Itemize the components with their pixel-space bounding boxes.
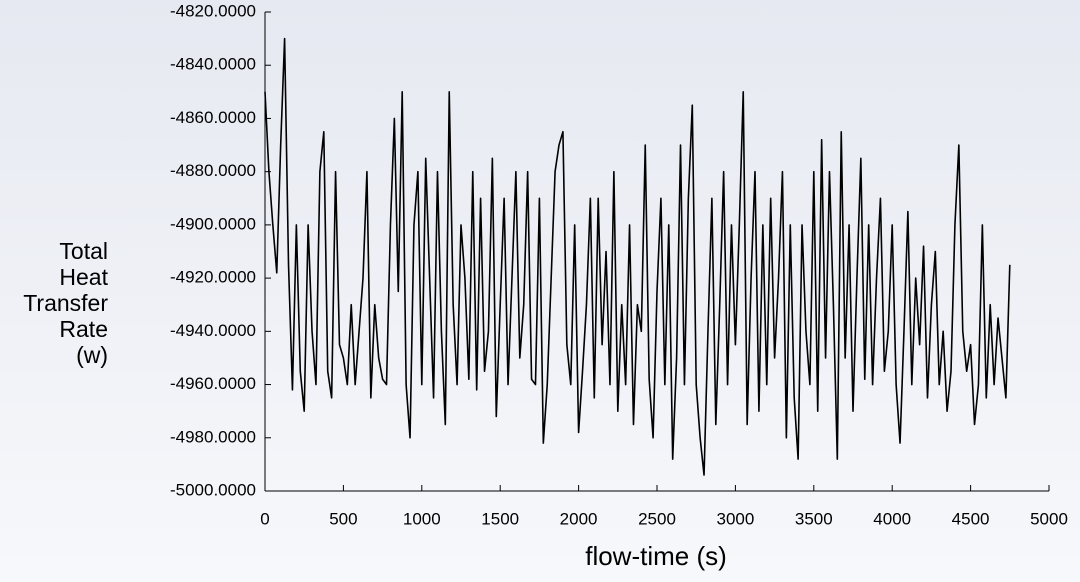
x-tick-label: 5000 — [1030, 509, 1068, 528]
y-tick-label: -4880.0000 — [170, 161, 256, 180]
x-tick-label: 0 — [260, 509, 269, 528]
y-tick-label: -4900.0000 — [170, 214, 256, 233]
x-tick-label: 3500 — [795, 509, 833, 528]
line-series — [264, 37, 1011, 476]
y-tick-label: -4960.0000 — [170, 374, 256, 393]
y-tick-label: -4860.0000 — [170, 108, 256, 127]
x-tick-label: 4000 — [873, 509, 911, 528]
y-tick-label: -5000.0000 — [170, 480, 256, 499]
y-tick-label: -4840.0000 — [170, 55, 256, 74]
x-tick-label: 500 — [329, 509, 357, 528]
x-tick-label: 2500 — [638, 509, 676, 528]
x-tick-label: 4500 — [952, 509, 990, 528]
x-tick-label: 2000 — [560, 509, 598, 528]
x-axis-label: flow-time (s) — [585, 541, 727, 571]
y-tick-label: -4920.0000 — [170, 268, 256, 287]
x-tick-label: 1000 — [403, 509, 441, 528]
x-tick-label: 3000 — [716, 509, 754, 528]
y-axis-label: Total Heat Transfer Rate (w) — [23, 238, 108, 368]
y-tick-label: -4940.0000 — [170, 321, 256, 340]
x-tick-label: 1500 — [481, 509, 519, 528]
y-tick-label: -4820.0000 — [170, 1, 256, 20]
y-tick-label: -4980.0000 — [170, 427, 256, 446]
